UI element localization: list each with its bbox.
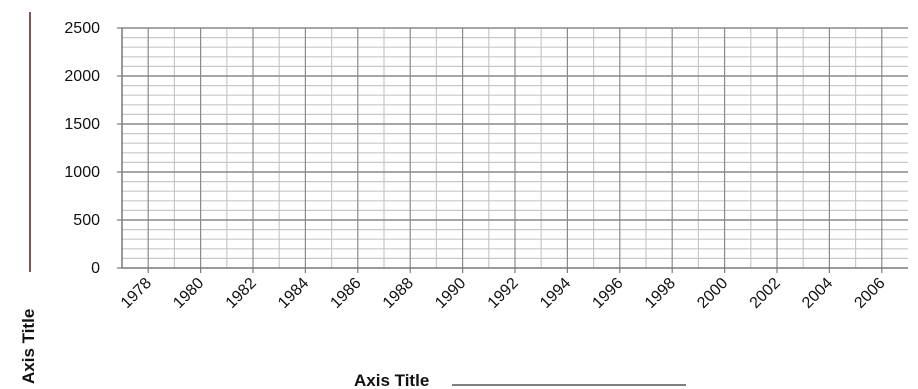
y-tick-label: 0 [91, 260, 100, 277]
x-axis-title: Axis Title [354, 371, 429, 389]
x-tick-label: 2002 [747, 275, 784, 312]
y-tick-label: 500 [73, 212, 100, 229]
x-tick-label: 2000 [694, 275, 731, 312]
x-tick-label: 1998 [642, 275, 679, 312]
y-tick-label: 1000 [64, 164, 100, 181]
y-tick-label: 1500 [64, 116, 100, 133]
x-tick-label: 1980 [170, 275, 207, 312]
x-axis-ticks: 1978 1980 1982 1984 1986 1988 1990 1992 1994 1996… [118, 268, 889, 312]
gridlines [122, 27, 908, 268]
x-tick-label: 1988 [380, 275, 417, 312]
x-tick-label: 1994 [537, 275, 574, 312]
x-tick-label: 1996 [589, 275, 626, 312]
x-tick-label: 1986 [327, 275, 364, 312]
x-tick-label: 2006 [851, 275, 888, 312]
x-tick-label: 1992 [485, 275, 522, 312]
x-tick-label: 2004 [799, 275, 836, 312]
y-axis-title: Axis Title [19, 309, 38, 384]
x-axis-title-group: Axis Title [354, 371, 686, 389]
y-axis-title-group: Axis Title [19, 12, 38, 384]
x-tick-label: 1990 [432, 275, 469, 312]
x-tick-label: 1978 [118, 275, 155, 312]
x-tick-label: 1982 [223, 275, 260, 312]
x-tick-label: 1984 [275, 275, 312, 312]
y-tick-label: 2500 [64, 20, 100, 37]
y-axis-ticks: 0 500 1000 1500 2000 2500 [64, 20, 122, 277]
y-tick-label: 2000 [64, 68, 100, 85]
